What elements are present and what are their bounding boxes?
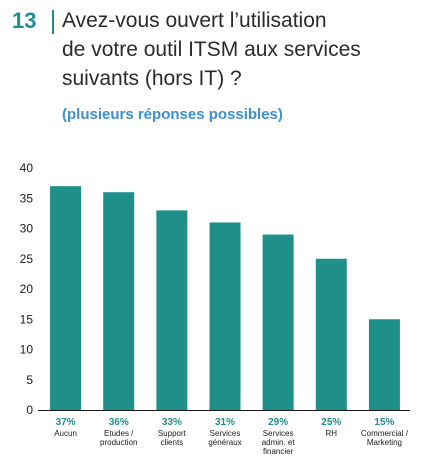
category-label-line: Services bbox=[263, 429, 294, 438]
data-label: 37% bbox=[56, 417, 76, 428]
bar bbox=[103, 192, 135, 410]
bars-group bbox=[50, 186, 400, 410]
bar bbox=[262, 234, 294, 410]
category-label-line: clients bbox=[161, 438, 184, 447]
bar bbox=[209, 222, 241, 410]
data-label: 33% bbox=[162, 417, 182, 428]
category-label-line: admin. et bbox=[262, 438, 296, 447]
question-divider bbox=[52, 10, 54, 34]
category-label-line: Services bbox=[210, 429, 241, 438]
y-tick-label: 25 bbox=[20, 252, 34, 266]
category-label-line: Commercial / bbox=[361, 429, 409, 438]
question-title: Avez-vous ouvert l’utilisation de votre … bbox=[62, 6, 412, 93]
question-title-line: de votre outil ITSM aux services bbox=[62, 38, 361, 61]
category-label: Aucun bbox=[54, 429, 77, 438]
question-number: 13 bbox=[12, 8, 37, 33]
bar bbox=[368, 319, 400, 410]
y-tick-label: 40 bbox=[20, 161, 34, 175]
y-tick-label: 20 bbox=[20, 282, 34, 296]
data-label: 29% bbox=[268, 417, 288, 428]
category-label-line: RH bbox=[326, 429, 338, 438]
bar bbox=[50, 186, 82, 410]
category-label-line: financier bbox=[263, 447, 294, 456]
category-label: Support clients bbox=[158, 429, 187, 447]
y-axis: 0 5 10 15 20 25 30 35 40 bbox=[20, 161, 410, 417]
data-label: 36% bbox=[109, 417, 129, 428]
category-label: Etudes / production bbox=[100, 429, 137, 447]
y-tick-label: 30 bbox=[20, 222, 34, 236]
question-subtitle: (plusieurs réponses possibles) bbox=[62, 106, 283, 123]
data-label: 31% bbox=[215, 417, 235, 428]
category-label: RH bbox=[326, 429, 338, 438]
category-label-line: Support bbox=[158, 429, 187, 438]
bar bbox=[156, 210, 188, 410]
y-tick-label: 0 bbox=[26, 403, 33, 417]
x-labels: 37%Aucun 36%Etudes / production 33%Support c… bbox=[54, 417, 409, 456]
category-label: Services admin. et financier bbox=[262, 429, 296, 456]
category-label-line: Etudes / bbox=[104, 429, 134, 438]
category-label: Services généraux bbox=[208, 429, 241, 447]
category-label-line: Aucun bbox=[54, 429, 77, 438]
category-label-line: production bbox=[100, 438, 137, 447]
y-tick-label: 5 bbox=[26, 373, 33, 387]
data-label: 15% bbox=[374, 417, 394, 428]
y-tick-label: 35 bbox=[20, 191, 34, 205]
category-label-line: Marketing bbox=[367, 438, 402, 447]
data-label: 25% bbox=[321, 417, 341, 428]
bar bbox=[315, 258, 347, 410]
question-title-line: Avez-vous ouvert l’utilisation bbox=[62, 9, 327, 32]
category-label: Commercial / Marketing bbox=[361, 429, 409, 447]
y-tick-label: 10 bbox=[20, 343, 34, 357]
y-tick-label: 15 bbox=[20, 312, 34, 326]
question-title-line: suivants (hors IT) ? bbox=[62, 67, 242, 90]
category-label-line: généraux bbox=[208, 438, 241, 447]
